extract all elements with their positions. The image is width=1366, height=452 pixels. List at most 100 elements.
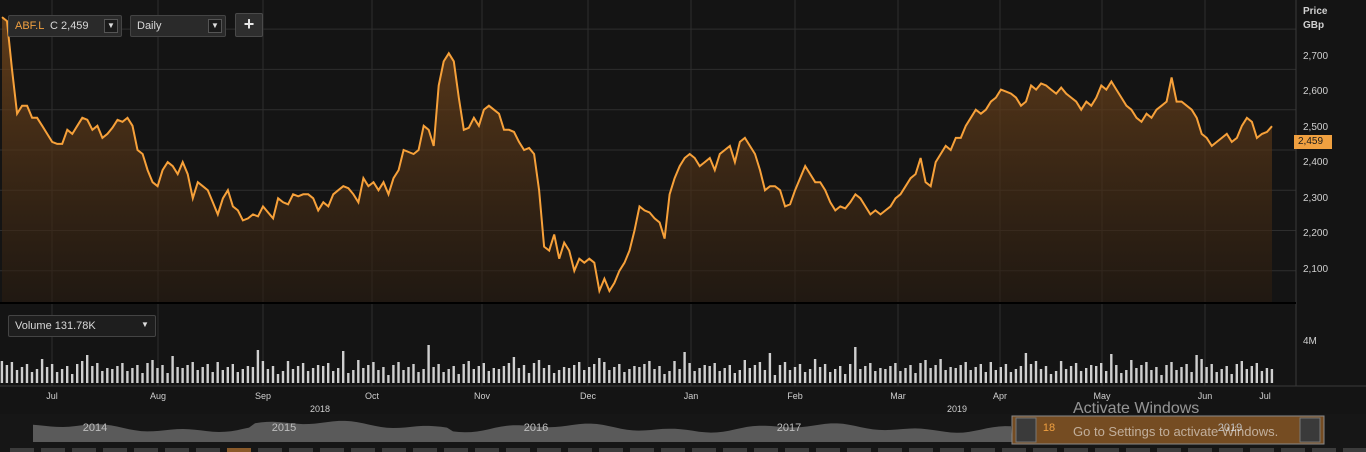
volume-bar — [1135, 368, 1138, 383]
navigator-tick — [847, 448, 871, 452]
navigator-window[interactable] — [1011, 415, 1325, 445]
volume-bar — [1029, 364, 1033, 383]
volume-bar — [633, 366, 636, 383]
volume-bar — [437, 364, 440, 383]
navigator-tick — [444, 448, 468, 452]
navigator-year: 2016 — [523, 422, 549, 434]
interval-dropdown[interactable]: Daily ▼ — [130, 15, 226, 37]
navigator-year: 2015 — [271, 422, 297, 434]
volume-bar — [1019, 366, 1023, 383]
navigator-year: 2019 — [1217, 422, 1243, 434]
volume-bar — [1160, 375, 1163, 383]
volume-bar — [588, 367, 591, 383]
volume-bar — [668, 371, 671, 383]
volume-bar — [332, 371, 335, 383]
volume-bar — [316, 365, 320, 383]
volume-bar — [844, 374, 847, 383]
volume-bar — [276, 374, 280, 383]
volume-bar — [1100, 363, 1103, 383]
volume-bar — [256, 350, 260, 383]
volume-bar — [854, 347, 857, 383]
volume-bar — [126, 371, 129, 383]
volume-bar — [743, 360, 746, 383]
volume-bar — [748, 368, 751, 383]
volume-bar — [924, 360, 927, 383]
volume-bar — [296, 366, 300, 383]
volume-bar — [146, 363, 149, 383]
volume-bar — [603, 362, 606, 383]
price-tick: 2,600 — [1303, 86, 1329, 97]
volume-bar — [91, 366, 94, 383]
volume-bar — [517, 368, 521, 383]
year-label: 2018 — [309, 404, 331, 414]
volume-dropdown[interactable]: Volume 131.78K ▼ — [8, 315, 156, 337]
volume-bar — [723, 368, 726, 383]
navigator-left-handle[interactable] — [1015, 417, 1037, 443]
volume-bar — [442, 372, 445, 383]
volume-bar — [904, 368, 907, 383]
volume-bar — [598, 358, 601, 383]
volume-bar — [608, 370, 611, 383]
navigator-tick — [103, 448, 127, 452]
volume-bar — [482, 363, 485, 383]
volume-bars — [0, 345, 1274, 383]
volume-bar — [387, 375, 390, 383]
volume-bar — [678, 369, 681, 383]
volume-bar — [1175, 370, 1178, 383]
volume-bar — [949, 367, 952, 383]
volume-bar — [452, 366, 455, 383]
volume-bar — [1069, 366, 1073, 383]
navigator-tick — [754, 448, 778, 452]
navigator-tick — [475, 448, 499, 452]
navigator-right-handle[interactable] — [1299, 417, 1321, 443]
volume-bar — [914, 373, 917, 383]
navigator-tick — [258, 448, 282, 452]
volume-bar — [251, 367, 255, 383]
volume-bar — [1074, 363, 1078, 383]
add-indicator-button[interactable]: + — [235, 13, 263, 37]
volume-bar — [1205, 367, 1208, 383]
volume-bar — [60, 369, 64, 383]
volume-bar — [1245, 369, 1248, 383]
navigator-year: 2017 — [776, 422, 802, 434]
volume-bar — [803, 372, 807, 383]
volume-bar — [1130, 360, 1133, 383]
volume-bar — [1265, 368, 1269, 383]
volume-bar — [166, 373, 169, 383]
volume-bar — [512, 357, 516, 383]
volume-bar — [171, 356, 174, 383]
price-tick: 2,300 — [1303, 193, 1329, 204]
volume-bar — [974, 367, 977, 383]
volume-bar — [1039, 369, 1043, 383]
volume-bar — [643, 364, 646, 383]
volume-bar — [994, 370, 997, 383]
volume-bar — [663, 374, 666, 383]
volume-bar — [829, 372, 832, 383]
navigator-tick — [72, 448, 96, 452]
volume-bar — [402, 370, 405, 383]
symbol-dropdown[interactable]: ABF.L C 2,459 ▼ — [8, 15, 122, 37]
volume-bar — [839, 366, 842, 383]
navigator-tick — [878, 448, 902, 452]
activation-watermark-title: Activate Windows — [1073, 400, 1200, 417]
interval-value: Daily — [137, 20, 162, 32]
navigator-tick — [320, 448, 344, 452]
price-tick: 2,700 — [1303, 51, 1329, 62]
volume-bar — [372, 362, 375, 383]
volume-bar — [1115, 365, 1118, 383]
volume-bar — [527, 373, 531, 383]
volume-bar — [497, 369, 501, 383]
volume-bar — [593, 364, 596, 383]
volume-bar — [286, 361, 290, 383]
volume-bar — [894, 363, 897, 383]
volume-bar — [301, 363, 305, 383]
month-label: Jul — [1259, 391, 1271, 401]
volume-bar — [392, 365, 395, 383]
navigator-tick — [10, 448, 34, 452]
volume-bar — [15, 370, 19, 383]
volume-bar — [507, 363, 511, 383]
navigator-tick — [692, 448, 716, 452]
volume-bar — [412, 364, 415, 383]
volume-bar — [407, 367, 410, 383]
